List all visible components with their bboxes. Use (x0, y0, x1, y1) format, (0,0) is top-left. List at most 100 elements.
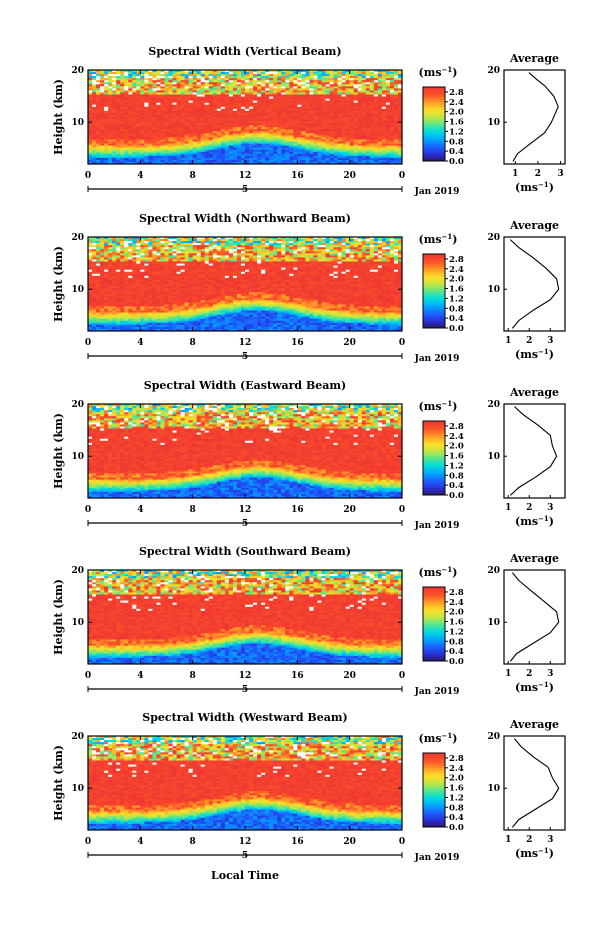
heatmap-cell (120, 155, 125, 159)
heatmap-cell (184, 72, 189, 75)
heatmap-cell (249, 269, 254, 273)
heatmap-cell (108, 108, 113, 112)
heatmap-cell (369, 241, 375, 244)
heatmap-cell (257, 78, 262, 81)
heatmap-cell (289, 76, 294, 79)
heatmap-cell (361, 78, 367, 81)
heatmap-cell (204, 129, 210, 132)
heatmap-cell (337, 78, 342, 81)
heatmap-cell (148, 135, 153, 138)
heatmap-cell (305, 255, 310, 258)
heatmap-cell (393, 112, 399, 116)
heatmap-cell (381, 104, 387, 108)
heatmap-cell (361, 239, 367, 242)
heatmap-cell (345, 121, 350, 124)
heatmap-cell (220, 161, 226, 165)
heatmap-cell (321, 102, 326, 106)
heatmap-cell (253, 151, 258, 155)
heatmap-cell (277, 239, 282, 242)
heatmap-cell (176, 153, 181, 157)
heatmap-cell (249, 121, 254, 124)
heatmap-cell (124, 70, 129, 73)
heatmap-cell (124, 100, 129, 103)
heatmap-cell (236, 267, 242, 270)
heatmap-cell (341, 143, 346, 146)
heatmap-cell (128, 251, 133, 254)
heatmap-cell (168, 106, 173, 110)
heatmap-cell (393, 137, 399, 140)
heatmap-cell (240, 78, 246, 81)
heatmap-cell (321, 139, 326, 142)
heatmap-cell (176, 131, 181, 134)
heatmap-cell (393, 72, 399, 75)
heatmap-cell (353, 159, 359, 163)
heatmap-cell (104, 112, 109, 116)
heatmap-cell (100, 265, 105, 268)
heatmap-cell (277, 151, 282, 155)
heatmap-cell (116, 145, 121, 148)
heatmap-cell (269, 80, 274, 83)
heatmap-cell (281, 117, 286, 120)
heatmap-cell (253, 259, 258, 262)
heatmap-cell (184, 106, 189, 110)
heatmap-cell (96, 74, 101, 77)
heatmap-cell (321, 257, 326, 260)
heatmap-cell (257, 80, 262, 83)
heatmap-cell (164, 253, 169, 256)
heatmap-cell (357, 245, 363, 248)
heatmap-cell (265, 259, 270, 262)
heatmap-cell (88, 70, 93, 73)
heatmap-cell (333, 243, 338, 246)
heatmap-cell (116, 106, 121, 110)
heatmap-cell (104, 119, 109, 122)
heatmap-cell (124, 267, 129, 270)
heatmap-cell (325, 155, 330, 159)
heatmap-cell (196, 239, 202, 242)
heatmap-cell (281, 267, 286, 270)
heatmap-cell (353, 92, 359, 95)
heatmap-cell (345, 72, 350, 75)
heatmap-cell (385, 243, 391, 246)
heatmap-cell (349, 82, 354, 85)
heatmap-cell (289, 253, 294, 256)
heatmap-cell (245, 133, 250, 136)
heatmap-cell (345, 78, 350, 81)
day-label: 5 (242, 185, 248, 195)
heatmap-cell (160, 261, 165, 264)
heatmap-cell (297, 147, 302, 150)
heatmap-cell (337, 106, 342, 110)
heatmap-cell (297, 86, 302, 89)
heatmap-cell (341, 98, 346, 101)
heatmap-cell (216, 265, 222, 268)
heatmap-cell (349, 119, 354, 122)
heatmap-cell (373, 247, 379, 250)
heatmap-cell (188, 265, 193, 268)
heatmap-cell (349, 112, 354, 116)
heatmap-cell (293, 119, 298, 122)
heatmap-cell (224, 112, 230, 116)
heatmap-cell (232, 143, 238, 146)
heatmap-cell (116, 74, 121, 77)
heatmap-cell (361, 80, 367, 83)
heatmap-cell (152, 153, 157, 157)
heatmap-cell (373, 121, 379, 124)
heatmap-cell (240, 119, 246, 122)
heatmap-cell (373, 110, 379, 114)
heatmap-cell (144, 70, 149, 73)
heatmap-cell (365, 70, 371, 73)
heatmap-cell (88, 131, 93, 134)
heatmap-cell (156, 70, 161, 73)
heatmap-cell (349, 72, 354, 75)
heatmap-cell (325, 249, 330, 252)
heatmap-cell (184, 70, 189, 73)
heatmap-cell (188, 92, 193, 95)
heatmap-cell (144, 149, 149, 153)
heatmap-cell (216, 151, 222, 155)
heatmap-cell (184, 257, 189, 260)
heatmap-cell (257, 84, 262, 87)
heatmap-cell (381, 157, 387, 161)
heatmap-cell (249, 94, 254, 97)
heatmap-cell (285, 241, 290, 244)
heatmap-cell (152, 70, 157, 73)
heatmap-cell (357, 241, 363, 244)
